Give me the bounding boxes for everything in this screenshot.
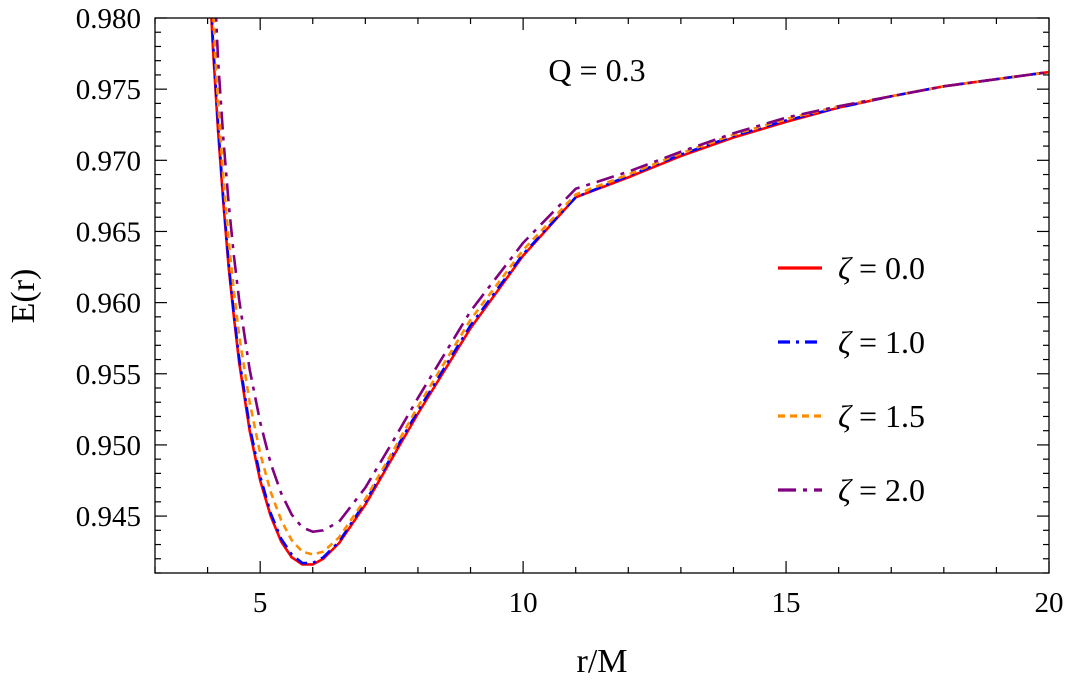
y-tick-label: 0.980 xyxy=(76,3,141,35)
x-tick-label: 5 xyxy=(253,587,268,619)
y-tick-label: 0.975 xyxy=(76,74,141,106)
x-axis-label: r/M xyxy=(577,643,628,680)
series-line-1 xyxy=(210,18,1049,565)
y-tick-label: 0.970 xyxy=(76,145,141,177)
y-axis-label: E(r) xyxy=(5,269,42,324)
x-tick-label: 15 xyxy=(772,587,801,619)
y-tick-label: 0.945 xyxy=(76,501,141,533)
legend-label-1: ζ = 1.0 xyxy=(838,324,925,360)
series-line-0 xyxy=(210,18,1049,566)
x-tick-label: 10 xyxy=(509,587,538,619)
plot-frame xyxy=(154,17,1050,574)
legend: ζ = 0.0 ζ = 1.0 ζ = 1.5 ζ = 2.0 xyxy=(778,250,925,508)
series-line-3 xyxy=(214,18,1049,534)
series-lines xyxy=(210,18,1049,566)
y-tick-label: 0.965 xyxy=(76,216,141,248)
y-tick-label: 0.955 xyxy=(76,359,141,391)
y-tick-label: 0.960 xyxy=(76,288,141,320)
legend-label-0: ζ = 0.0 xyxy=(838,250,925,286)
tick-labels: 5 10 15 20 0.945 0.950 0.955 0.960 0.965 0.970 0.9… xyxy=(76,3,1064,619)
y-tick-label: 0.950 xyxy=(76,430,141,462)
axis-ticks xyxy=(154,17,1050,574)
legend-label-3: ζ = 2.0 xyxy=(838,472,925,508)
legend-label-2: ζ = 1.5 xyxy=(838,398,925,434)
series-line-2 xyxy=(212,18,1049,556)
q-annotation: Q = 0.3 xyxy=(548,52,645,88)
x-tick-label: 20 xyxy=(1035,587,1064,619)
